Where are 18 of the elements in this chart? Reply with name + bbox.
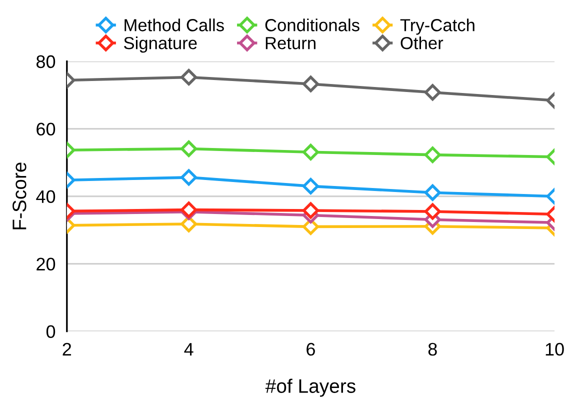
x-tick-label: 2 (62, 342, 72, 356)
y-tick-label: 0 (46, 325, 56, 338)
y-tick-label: 40 (36, 190, 56, 204)
x-tick-label: 8 (428, 342, 437, 356)
legend-label: Conditionals (265, 18, 360, 32)
x-tick-label: 6 (306, 342, 315, 356)
y-tick-label: 20 (36, 258, 56, 271)
y-tick-label: 80 (36, 55, 56, 68)
x-axis-title: #of Layers (265, 378, 356, 397)
y-tick-label: 60 (36, 122, 56, 136)
legend-label: Method Calls (124, 18, 224, 32)
legend-label: Other (400, 36, 444, 50)
x-tick-label: 10 (546, 342, 564, 356)
legend-label: Signature (124, 36, 197, 53)
x-tick-label: 4 (184, 343, 194, 356)
legend-label: Try-Catch (400, 18, 474, 35)
legend-label: Return (266, 37, 316, 50)
y-axis-title: F-Score (12, 162, 26, 230)
